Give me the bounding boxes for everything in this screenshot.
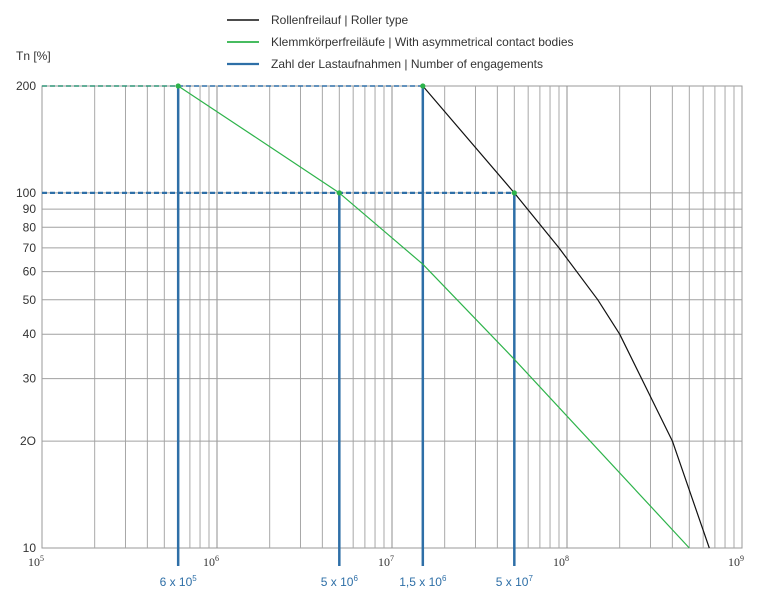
dashed-levels [42,85,515,194]
engagement-label: 5 x 106 [321,574,359,589]
y-tick-label: 60 [23,265,37,279]
series-curves [177,85,710,549]
engagement-label: 6 x 105 [160,574,198,589]
engagement-lines [176,86,516,566]
y-tick-label: 40 [23,327,37,341]
x-tick-label: 107 [378,554,394,569]
series-line-contact-bodies [177,85,690,549]
legend-label: Rollenfreilauf | Roller type [271,13,409,27]
y-tick-label: 70 [23,241,37,255]
marker-points [175,83,517,196]
x-tick-label: 109 [728,554,744,569]
marker-point [511,190,517,196]
legend-label: Klemmkörperfreiläufe | With asymmetrical… [271,35,574,49]
y-tick-label: 10 [23,541,37,555]
y-tick-label: 200 [16,79,36,93]
legend-label: Zahl der Lastaufnahmen | Number of engag… [271,57,543,71]
y-tick-label: 90 [23,202,37,216]
engagement-label: 1,5 x 106 [399,574,447,589]
marker-point [336,190,342,196]
y-tick-label: 30 [23,372,37,386]
y-tick-label: 2O [20,434,36,448]
y-tick-label: 80 [23,220,37,234]
x-tick-label: 106 [203,554,219,569]
x-tick-labels: 105 106 107 108 109 [28,554,744,569]
legend: Rollenfreilauf | Roller type Klemmkörperf… [227,13,574,71]
series-line-roller-type [422,85,710,549]
x-tick-label: 105 [28,554,44,569]
x-tick-label: 108 [553,554,569,569]
marker-point [175,83,181,89]
marker-point [420,83,426,89]
y-axis-label: Tn [%] [16,49,51,63]
y-tick-label: 50 [23,293,37,307]
grid [41,85,743,549]
engagement-labels: 6 x 105 5 x 106 1,5 x 106 5 x 107 [160,574,534,589]
y-tick-label: 100 [16,186,36,200]
y-tick-labels: 10 2O 30 40 50 60 70 80 90 100 200 [16,79,36,555]
engagement-label: 5 x 107 [496,574,534,589]
